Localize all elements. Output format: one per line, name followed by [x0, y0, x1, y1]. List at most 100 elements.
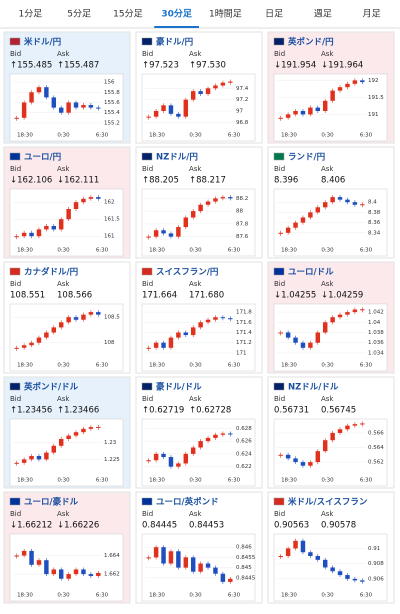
- candle: [146, 460, 151, 462]
- tab[interactable]: 月足: [363, 9, 381, 20]
- x-tick-label: 0:30: [57, 248, 70, 254]
- y-tick-label: 0.564: [368, 445, 384, 451]
- candle: [322, 100, 328, 111]
- candle: [161, 453, 166, 458]
- candle: [308, 552, 313, 557]
- flag: [9, 37, 21, 46]
- bid-value: ↓162.106: [10, 176, 52, 186]
- flag: [273, 37, 285, 46]
- y-tick-label: 155.6: [104, 100, 120, 106]
- x-tick-label: 18:30: [17, 363, 33, 369]
- pair-name[interactable]: 豪ドル/ドル: [156, 382, 202, 393]
- pair-name[interactable]: NZドル/ドル: [288, 383, 339, 393]
- pair-name[interactable]: ユーロ/円: [24, 153, 61, 163]
- ask-value: 8.406: [321, 176, 345, 186]
- candle: [66, 102, 71, 113]
- pair-name[interactable]: ユーロ/英ポンド: [156, 497, 219, 508]
- candle: [96, 572, 101, 576]
- bid-value: 8.396: [274, 176, 298, 186]
- y-tick-label: 156: [104, 80, 115, 86]
- candle: [213, 85, 218, 89]
- ask-label: Ask: [321, 165, 334, 173]
- tab[interactable]: 1分足: [19, 9, 43, 20]
- y-tick-label: 88.2: [236, 196, 248, 202]
- candle: [29, 456, 34, 460]
- candle: [345, 83, 350, 88]
- candle: [14, 462, 19, 464]
- bid-label: Bid: [10, 165, 21, 173]
- candle: [183, 557, 189, 568]
- candle: [58, 322, 64, 328]
- pair-name[interactable]: 豪ドル/円: [156, 37, 193, 48]
- tab[interactable]: 日足: [265, 9, 283, 20]
- y-tick-label: 191: [368, 112, 379, 118]
- bid-label: Bid: [10, 510, 21, 518]
- x-tick-label: 0:30: [321, 593, 334, 599]
- pair-name[interactable]: スイスフラン/円: [156, 268, 218, 278]
- ask-value: ↑155.487: [57, 61, 99, 71]
- tab[interactable]: 30分足: [161, 8, 193, 20]
- candle: [14, 117, 19, 119]
- bid-label: Bid: [274, 280, 285, 288]
- ask-value: ↓1.04259: [321, 291, 363, 301]
- pair-name[interactable]: 米ドル/円: [24, 37, 61, 48]
- candle: [183, 453, 189, 464]
- pair-name[interactable]: 英ポンド/円: [287, 37, 334, 48]
- chart-frame: [9, 533, 124, 602]
- candle: [168, 337, 174, 348]
- candle: [300, 342, 306, 348]
- candle: [44, 452, 49, 460]
- pair-name[interactable]: 米ドル/スイスフラン: [288, 497, 368, 508]
- ask-label: Ask: [57, 50, 70, 58]
- candle: [322, 559, 328, 568]
- candle: [14, 555, 19, 557]
- flag: [141, 382, 153, 391]
- candle: [51, 327, 57, 333]
- candle: [21, 232, 27, 237]
- y-tick-label: 1.664: [104, 553, 120, 559]
- pair-name[interactable]: ユーロ/ドル: [288, 268, 334, 278]
- y-tick-label: 162: [104, 200, 115, 206]
- pair-name[interactable]: 英ポンド/ドル: [23, 382, 79, 393]
- pair-name[interactable]: ランド/円: [288, 153, 325, 163]
- bid-value: ↑97.523: [142, 61, 179, 71]
- candle: [36, 337, 42, 343]
- candle: [44, 332, 49, 338]
- candle: [36, 87, 42, 93]
- candle: [14, 236, 19, 238]
- candle: [205, 201, 211, 205]
- candle: [360, 309, 365, 311]
- y-tick-label: 1.036: [368, 340, 384, 346]
- candle: [66, 435, 71, 439]
- candle: [315, 207, 321, 213]
- ask-label: Ask: [57, 510, 70, 518]
- y-tick-label: 171.6: [236, 320, 252, 326]
- candle: [300, 111, 306, 115]
- candle: [228, 197, 233, 199]
- candle: [198, 91, 203, 94]
- candle: [220, 197, 226, 199]
- candle: [198, 441, 203, 448]
- x-tick-label: 0:30: [321, 133, 334, 139]
- pair-name[interactable]: ユーロ/豪ドル: [24, 497, 79, 508]
- pair-name[interactable]: NZドル/円: [156, 153, 198, 163]
- bid-label: Bid: [274, 395, 285, 403]
- candle: [66, 574, 71, 579]
- x-tick-label: 18:30: [149, 363, 165, 369]
- tab[interactable]: 5分足: [67, 9, 91, 20]
- candle: [315, 332, 321, 343]
- pair-name[interactable]: カナダドル/円: [24, 267, 78, 278]
- chart-frame: [9, 303, 124, 372]
- y-tick-label: 155.2: [104, 120, 120, 126]
- y-tick-label: 8.4: [368, 200, 377, 206]
- tab[interactable]: 15分足: [113, 9, 142, 20]
- tab[interactable]: 1時間足: [209, 9, 242, 20]
- candle: [51, 445, 57, 453]
- candle: [293, 111, 298, 115]
- tab[interactable]: 週足: [314, 9, 332, 20]
- candle: [198, 204, 203, 212]
- y-tick-label: 0.626: [236, 439, 252, 445]
- candle: [96, 197, 101, 199]
- ask-value: ↑0.62728: [189, 406, 231, 416]
